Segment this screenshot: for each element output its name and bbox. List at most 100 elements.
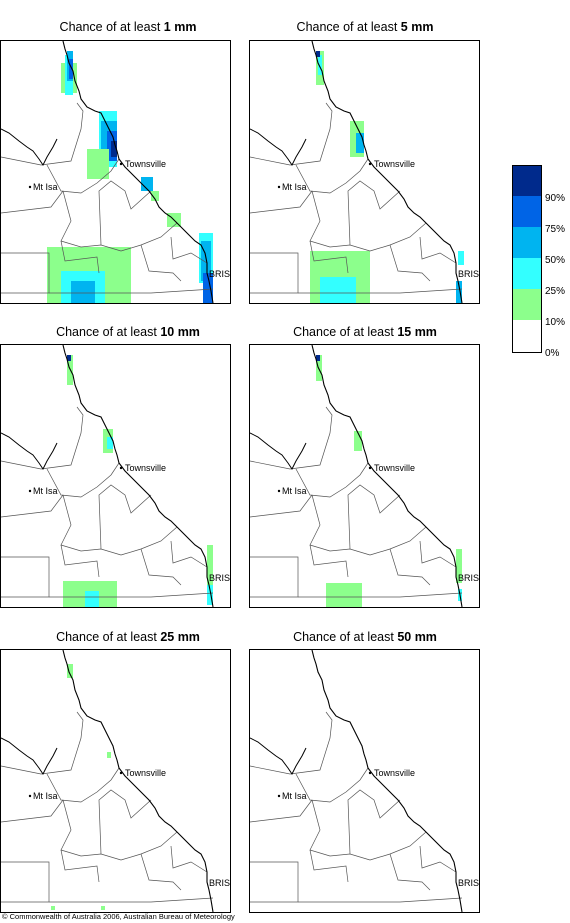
map-panel-15mm: Townsville Mt Isa BRIS — [249, 344, 480, 608]
panel-title-10mm: Chance of at least 10 mm — [56, 325, 200, 339]
label-brisbane: BRIS — [209, 573, 230, 583]
state-boundary — [120, 831, 178, 861]
label-mt-isa: Mt Isa — [33, 182, 58, 192]
map-panel-10mm: Townsville Mt Isa BRIS — [0, 344, 231, 608]
state-boundary — [1, 861, 50, 903]
state-boundary — [309, 799, 371, 861]
rainfall-probability-area — [326, 583, 362, 607]
state-boundary — [49, 288, 214, 294]
state-boundary — [98, 789, 152, 855]
state-boundary — [60, 190, 122, 252]
state-boundary — [309, 240, 349, 274]
map-panel-5mm: Townsville Mt Isa BRIS — [249, 40, 480, 304]
coastline — [311, 41, 463, 303]
state-boundary — [250, 711, 333, 775]
state-boundary — [250, 252, 299, 294]
mt-isa-marker — [277, 794, 281, 798]
mt-isa-marker — [277, 185, 281, 189]
state-boundary — [295, 767, 369, 803]
state-boundary — [250, 102, 333, 166]
state-boundary — [98, 180, 152, 246]
state-boundary — [419, 540, 457, 568]
map-panel-1mm: Townsville Mt Isa BRIS — [0, 40, 231, 304]
state-boundary — [140, 853, 182, 891]
legend-swatch-25 — [512, 258, 542, 289]
label-brisbane: BRIS — [209, 878, 230, 888]
state-boundary — [389, 853, 431, 891]
state-boundary — [298, 897, 463, 903]
townsville-marker — [368, 162, 372, 166]
state-boundary — [1, 711, 84, 775]
state-boundary — [1, 190, 64, 214]
rainfall-probability-area — [107, 752, 111, 758]
rainfall-probability-area — [67, 355, 71, 361]
mt-isa-marker — [28, 794, 32, 798]
state-boundary — [140, 548, 182, 586]
legend-label-10: 10% — [545, 317, 566, 328]
rainfall-probability-area — [201, 241, 211, 281]
map-svg: Townsville Mt Isa BRIS — [250, 650, 479, 912]
rainfall-probability-area — [456, 281, 462, 303]
state-boundary — [46, 158, 120, 194]
state-boundary — [347, 484, 401, 550]
legend-swatch-75 — [512, 196, 542, 227]
state-boundary — [170, 236, 208, 264]
legend-swatch-50 — [512, 227, 542, 258]
state-boundary — [170, 845, 208, 873]
state-boundary — [46, 462, 120, 498]
mt-isa-marker — [28, 489, 32, 493]
label-townsville: Townsville — [125, 463, 166, 473]
rainfall-probability-area — [141, 177, 153, 191]
state-boundary — [1, 406, 84, 470]
rainfall-probability-area — [316, 51, 320, 57]
state-boundary — [309, 849, 349, 883]
rainfall-probability-area — [71, 281, 95, 303]
panel-title-1mm: Chance of at least 1 mm — [59, 20, 197, 34]
legend-label-0: 0% — [545, 348, 560, 359]
rainfall-probability-area — [458, 251, 464, 265]
state-boundary — [170, 540, 208, 568]
copyright-notice: © Commonwealth of Australia 2006, Austra… — [2, 912, 235, 921]
legend-swatch-10 — [512, 289, 542, 320]
state-boundary — [298, 288, 463, 294]
townsville-marker — [368, 466, 372, 470]
rainfall-probability-area — [69, 59, 73, 79]
rainfall-probability-area — [51, 906, 55, 910]
coastline — [62, 41, 214, 303]
state-boundary — [389, 548, 431, 586]
townsville-marker — [119, 466, 123, 470]
state-boundary — [369, 831, 427, 861]
gulf-coastline — [250, 737, 307, 775]
panel-title-50mm: Chance of at least 50 mm — [293, 630, 437, 644]
rainfall-probability-area — [318, 55, 322, 75]
rainfall-probability-area — [316, 355, 320, 361]
state-boundary — [49, 592, 214, 598]
label-brisbane: BRIS — [458, 269, 479, 279]
state-boundary — [250, 799, 313, 823]
rainfall-probability-area — [356, 133, 364, 153]
label-brisbane: BRIS — [458, 878, 479, 888]
gulf-coastline — [1, 737, 58, 775]
map-panel-25mm: Townsville Mt Isa BRIS — [0, 649, 231, 913]
state-boundary — [1, 102, 84, 166]
label-mt-isa: Mt Isa — [282, 791, 307, 801]
state-boundary — [309, 544, 349, 578]
state-boundary — [309, 494, 371, 556]
label-mt-isa: Mt Isa — [33, 486, 58, 496]
state-boundary — [250, 556, 299, 598]
rainfall-probability-area — [101, 906, 105, 910]
state-boundary — [309, 190, 371, 252]
state-boundary — [419, 236, 457, 264]
state-boundary — [250, 861, 299, 903]
label-townsville: Townsville — [374, 768, 415, 778]
rainfall-probability-area — [207, 545, 213, 585]
legend-label-25: 25% — [545, 286, 566, 297]
map-svg: Townsville Mt Isa BRIS — [250, 345, 479, 607]
gulf-coastline — [250, 432, 307, 470]
rainfall-probability-area — [354, 431, 362, 451]
map-svg: Townsville Mt Isa BRIS — [1, 41, 230, 303]
mt-isa-marker — [28, 185, 32, 189]
rainfall-probability-area — [151, 191, 159, 201]
state-boundary — [295, 462, 369, 498]
coastline — [62, 650, 214, 912]
